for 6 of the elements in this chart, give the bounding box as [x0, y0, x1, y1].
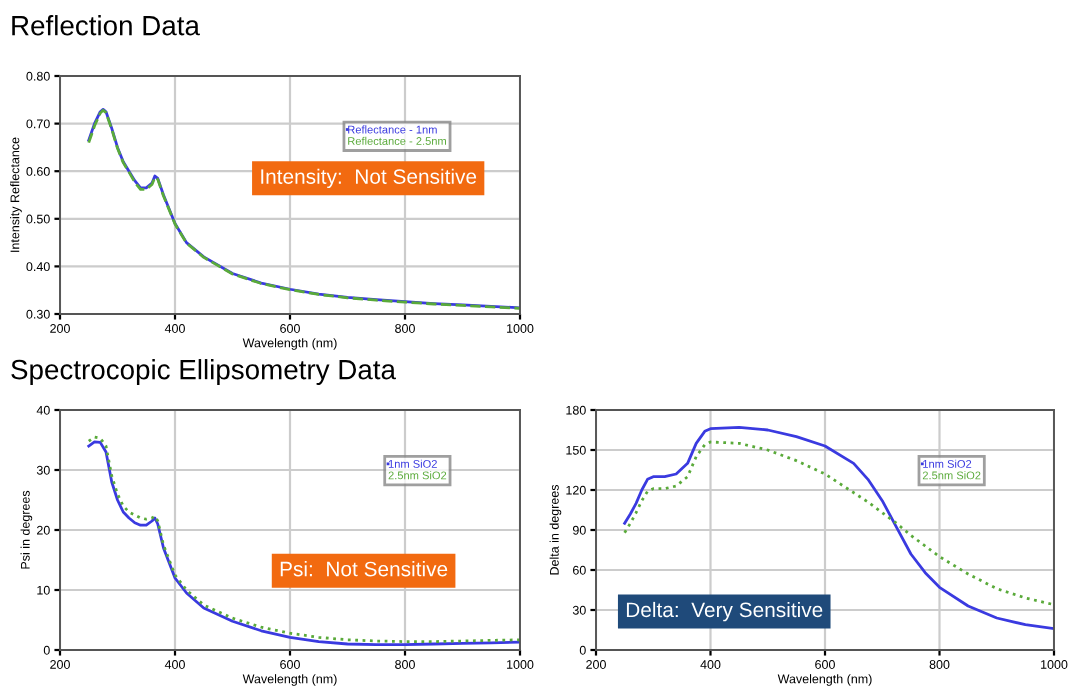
- line-series: [623, 425, 1054, 631]
- annotation: Psi: Not Sensitive: [280, 561, 448, 577]
- annotation: Intensity: Not Sensitive: [261, 168, 477, 189]
- chart-title: Spectrocopic Ellipsometry Data: [11, 359, 396, 385]
- annotation: Delta: Very Sensitive: [626, 601, 823, 622]
- chart-title: Reflection Data: [12, 15, 200, 36]
